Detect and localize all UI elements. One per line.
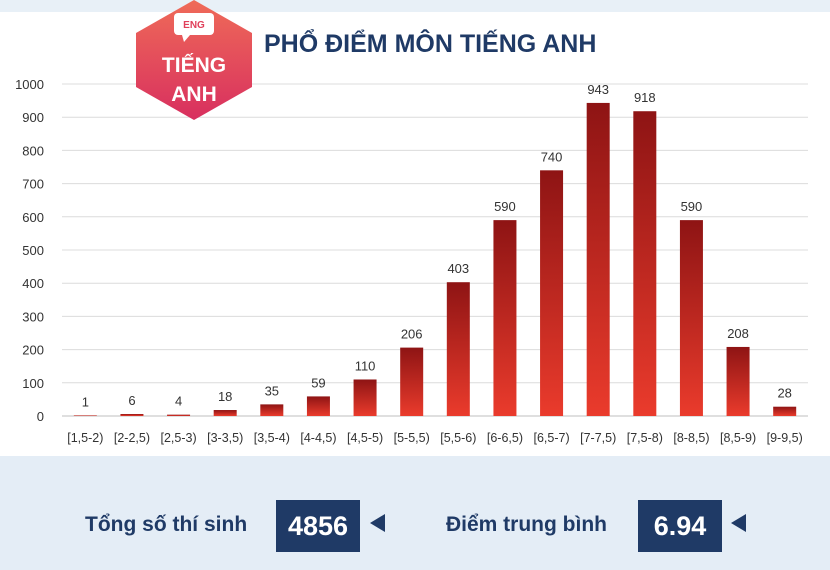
average-score-value: 6.94 (638, 500, 722, 552)
y-tick-label: 700 (22, 177, 44, 192)
bar (73, 415, 97, 416)
x-tick-label: [7-7,5) (580, 431, 616, 445)
x-tick-label: [9-9,5) (767, 431, 803, 445)
bar (773, 406, 797, 416)
bar-value-label: 28 (777, 386, 791, 401)
y-tick-label: 1000 (15, 77, 44, 92)
bar (353, 379, 377, 416)
x-tick-label: [1,5-2) (67, 431, 103, 445)
badge-line1: TIẾNG (162, 54, 226, 77)
bar-value-label: 1 (82, 394, 89, 409)
bar-value-label: 18 (218, 389, 232, 404)
language-badge: ENG TIẾNG ANH (136, 0, 252, 120)
x-tick-label: [3-3,5) (207, 431, 243, 445)
bar (167, 414, 191, 416)
bar-value-label: 943 (587, 82, 609, 97)
x-tick-label: [5,5-6) (440, 431, 476, 445)
bar-value-label: 590 (494, 199, 516, 214)
badge-line2: ANH (171, 83, 217, 106)
x-tick-label: [8-8,5) (673, 431, 709, 445)
bar (493, 220, 517, 416)
chat-bubble-icon (174, 13, 214, 42)
bar-value-label: 918 (634, 90, 656, 105)
y-tick-label: 600 (22, 210, 44, 225)
x-tick-label: [7,5-8) (627, 431, 663, 445)
bar (540, 170, 564, 416)
bar (726, 346, 750, 416)
bar (400, 347, 424, 416)
chart-title: PHỔ ĐIỂM MÔN TIẾNG ANH (264, 28, 596, 58)
bar-value-label: 590 (681, 199, 703, 214)
total-candidates-value: 4856 (276, 500, 360, 552)
bar-value-label: 110 (355, 358, 376, 373)
bar (120, 414, 144, 416)
badge-hexagon (136, 0, 252, 120)
y-tick-label: 100 (22, 376, 44, 391)
bar (446, 282, 470, 416)
y-tick-label: 800 (22, 143, 44, 158)
bar-value-label: 59 (311, 375, 325, 390)
bar (679, 220, 703, 416)
bar-value-label: 6 (128, 393, 135, 408)
x-tick-label: [6,5-7) (533, 431, 569, 445)
bar (213, 410, 237, 416)
arrow-left-icon (731, 514, 746, 532)
x-tick-label: [4,5-5) (347, 431, 383, 445)
y-tick-label: 200 (22, 343, 44, 358)
bar-value-label: 740 (541, 149, 563, 164)
y-tick-label: 0 (37, 409, 44, 424)
x-tick-label: [2,5-3) (160, 431, 196, 445)
average-score-label: Điểm trung bình (446, 513, 607, 536)
x-tick-label: [5-5,5) (394, 431, 430, 445)
y-tick-label: 300 (22, 309, 44, 324)
total-candidates-label: Tổng số thí sinh (85, 513, 248, 536)
bar (586, 102, 610, 416)
x-tick-label: [6-6,5) (487, 431, 523, 445)
x-tick-label: [2-2,5) (114, 431, 150, 445)
y-tick-label: 900 (22, 110, 44, 125)
arrow-left-icon (370, 514, 385, 532)
bar-value-label: 403 (447, 261, 469, 276)
x-tick-label: [3,5-4) (254, 431, 290, 445)
bar-value-label: 206 (401, 327, 423, 342)
y-tick-label: 400 (22, 276, 44, 291)
y-tick-label: 500 (22, 243, 44, 258)
bar-value-label: 4 (175, 394, 182, 409)
badge-tag: ENG (183, 20, 205, 31)
bar (306, 396, 330, 416)
x-tick-label: [8,5-9) (720, 431, 756, 445)
bar (260, 404, 284, 416)
bar (633, 111, 657, 416)
bar-value-label: 208 (727, 326, 749, 341)
bar-value-label: 35 (265, 383, 279, 398)
x-tick-label: [4-4,5) (300, 431, 336, 445)
